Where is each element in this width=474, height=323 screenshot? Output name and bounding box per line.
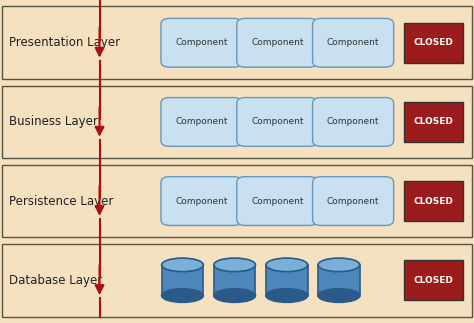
Text: Component: Component [251,197,303,205]
FancyBboxPatch shape [404,181,464,221]
FancyBboxPatch shape [404,102,464,142]
Text: Component: Component [175,197,228,205]
Ellipse shape [266,289,308,302]
Polygon shape [162,265,203,296]
Text: Component: Component [175,118,228,126]
FancyBboxPatch shape [161,177,242,225]
Text: Component: Component [251,38,303,47]
FancyBboxPatch shape [2,165,472,237]
Text: Database Layer: Database Layer [9,274,103,287]
Polygon shape [318,265,360,296]
Text: Component: Component [327,197,379,205]
FancyBboxPatch shape [313,98,393,146]
Ellipse shape [162,258,203,272]
FancyBboxPatch shape [2,244,472,317]
FancyBboxPatch shape [161,98,242,146]
Text: Component: Component [251,118,303,126]
FancyBboxPatch shape [237,98,318,146]
FancyBboxPatch shape [2,86,472,158]
FancyBboxPatch shape [404,260,464,300]
Ellipse shape [214,289,255,302]
Ellipse shape [214,258,255,272]
Text: Component: Component [327,38,379,47]
Ellipse shape [162,289,203,302]
Text: Presentation Layer: Presentation Layer [9,36,120,49]
Ellipse shape [266,258,308,272]
FancyBboxPatch shape [161,18,242,67]
FancyBboxPatch shape [404,23,464,63]
FancyBboxPatch shape [237,18,318,67]
FancyBboxPatch shape [2,6,472,79]
Polygon shape [266,265,308,296]
Text: CLOSED: CLOSED [414,118,454,126]
FancyBboxPatch shape [237,177,318,225]
Ellipse shape [318,258,360,272]
Text: Persistence Layer: Persistence Layer [9,194,114,208]
Text: CLOSED: CLOSED [414,38,454,47]
Text: Component: Component [175,38,228,47]
Polygon shape [214,265,255,296]
FancyBboxPatch shape [313,177,393,225]
Text: CLOSED: CLOSED [414,276,454,285]
FancyBboxPatch shape [313,18,393,67]
Text: CLOSED: CLOSED [414,197,454,205]
Text: Business Layer: Business Layer [9,115,99,129]
Text: Component: Component [327,118,379,126]
Ellipse shape [318,289,360,302]
